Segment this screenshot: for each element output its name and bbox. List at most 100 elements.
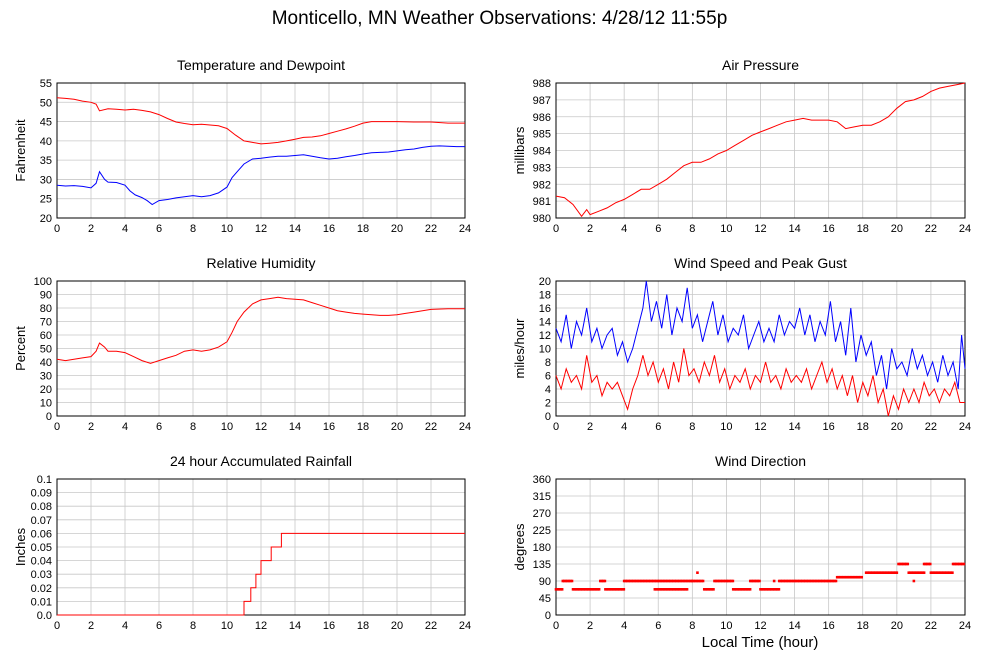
data-point: [678, 579, 681, 583]
data-point: [765, 588, 768, 591]
data-point: [735, 588, 738, 591]
data-point: [642, 579, 646, 583]
data-point: [667, 579, 670, 583]
series-line-1: [57, 532, 465, 616]
data-point: [661, 588, 664, 591]
data-point: [700, 579, 703, 583]
x-tick-label: 16: [823, 620, 835, 632]
x-tick-label: 6: [156, 620, 162, 632]
data-point: [951, 571, 954, 574]
x-tick-label: 8: [190, 223, 196, 235]
data-point: [648, 579, 652, 583]
data-point: [710, 588, 714, 591]
x-axis-label: Local Time (hour): [701, 634, 819, 651]
data-point: [633, 579, 637, 583]
data-point: [804, 579, 807, 583]
x-tick-label: 24: [459, 223, 471, 235]
data-point: [946, 571, 950, 574]
x-tick-label: 22: [925, 421, 937, 433]
data-point: [883, 571, 886, 574]
y-tick-label: 45: [539, 593, 551, 605]
data-point: [653, 588, 657, 591]
y-tick-label: 225: [533, 525, 551, 537]
y-tick-label: 981: [533, 196, 551, 208]
data-point: [717, 579, 721, 583]
x-tick-label: 14: [289, 620, 301, 632]
chart-panel-2: Air Pressure 980 981 982 983 984 985 986 987 988 0…: [512, 57, 971, 235]
x-tick-label: 24: [959, 223, 971, 235]
data-point: [675, 579, 678, 583]
y-tick-label: 90: [539, 576, 551, 588]
data-point: [709, 588, 712, 591]
y-tick-label: 2: [545, 398, 551, 410]
x-tick-label: 10: [221, 620, 233, 632]
data-point: [736, 588, 740, 591]
data-point: [769, 588, 773, 591]
data-point: [794, 579, 798, 583]
data-point: [938, 571, 942, 574]
x-tick-label: 22: [925, 223, 937, 235]
data-point: [878, 571, 882, 574]
plot-frame: [555, 478, 966, 616]
data-point: [688, 579, 692, 583]
data-point: [645, 579, 649, 583]
data-point: [875, 571, 879, 574]
data-point: [599, 579, 602, 583]
data-point: [820, 579, 824, 583]
x-tick-label: 10: [221, 223, 233, 235]
data-point: [860, 575, 864, 579]
data-point: [833, 579, 836, 583]
data-point: [781, 579, 784, 583]
chart-title: Temperature and Dewpoint: [177, 57, 345, 73]
x-tick-label: 6: [655, 421, 661, 433]
data-point: [667, 588, 670, 591]
y-tick-label: 0.03: [31, 569, 52, 581]
y-tick-label: 80: [40, 303, 52, 315]
data-point: [682, 588, 686, 591]
data-point: [766, 588, 770, 591]
data-point: [644, 579, 647, 583]
data-point: [679, 588, 683, 591]
x-tick-label: 4: [122, 223, 128, 235]
data-point: [652, 579, 655, 583]
x-tick-label: 18: [357, 620, 369, 632]
data-point: [687, 579, 690, 583]
data-point: [676, 579, 680, 583]
y-tick-label: 0.05: [31, 542, 52, 554]
data-point: [597, 588, 601, 591]
y-tick-label: 18: [539, 290, 551, 302]
y-tick-label: 55: [40, 78, 52, 90]
data-point: [682, 579, 686, 583]
data-point: [787, 579, 790, 583]
data-point: [668, 579, 672, 583]
data-point: [659, 579, 663, 583]
x-tick-label: 20: [891, 421, 903, 433]
x-tick-label: 16: [823, 421, 835, 433]
data-point: [835, 575, 839, 579]
x-tick-label: 20: [891, 223, 903, 235]
data-point: [904, 562, 908, 566]
data-point: [604, 588, 607, 591]
series-line-1: [56, 296, 465, 364]
data-point: [858, 575, 862, 579]
y-tick-label: 986: [533, 112, 551, 124]
data-point: [962, 562, 966, 566]
data-point: [908, 571, 912, 574]
data-point: [659, 588, 663, 591]
data-point: [777, 588, 781, 591]
data-point: [580, 588, 584, 591]
data-point: [760, 588, 764, 591]
data-point: [763, 588, 767, 591]
x-tick-label: 0: [553, 620, 559, 632]
data-point: [567, 579, 571, 583]
data-point: [574, 588, 578, 591]
x-tick-label: 22: [925, 620, 937, 632]
x-tick-label: 22: [425, 223, 437, 235]
data-point: [662, 579, 666, 583]
y-tick-label: 0.0: [37, 610, 52, 622]
data-point: [941, 571, 945, 574]
data-point: [561, 579, 565, 583]
data-point: [610, 588, 613, 591]
x-tick-label: 16: [323, 620, 335, 632]
data-point: [870, 571, 874, 574]
